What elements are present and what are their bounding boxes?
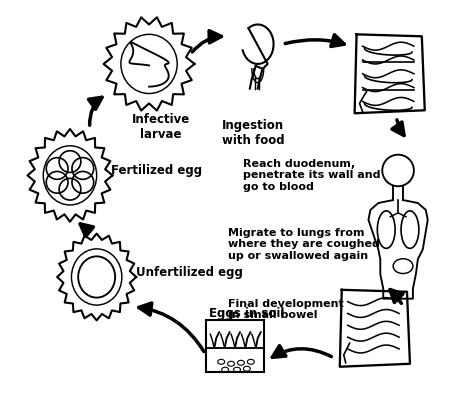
FancyArrowPatch shape <box>139 303 204 352</box>
FancyArrowPatch shape <box>390 289 403 303</box>
Text: Eggs in soil: Eggs in soil <box>209 306 284 319</box>
Text: Final development
in small bowel: Final development in small bowel <box>228 299 344 320</box>
Text: Ingestion
with food: Ingestion with food <box>222 119 285 147</box>
FancyArrowPatch shape <box>80 224 93 236</box>
FancyArrowPatch shape <box>89 97 102 125</box>
FancyArrowPatch shape <box>392 120 404 136</box>
Text: Fertilized egg: Fertilized egg <box>111 164 202 177</box>
FancyArrowPatch shape <box>192 31 221 52</box>
FancyArrowPatch shape <box>285 35 344 46</box>
FancyArrowPatch shape <box>272 346 331 357</box>
Text: Migrate to lungs from
where they are coughed
up or swallowed again: Migrate to lungs from where they are cou… <box>228 228 380 261</box>
Text: Infective
larvae: Infective larvae <box>132 113 190 141</box>
Text: Reach duodenum,
penetrate its wall and
go to blood: Reach duodenum, penetrate its wall and g… <box>243 159 381 192</box>
Text: Unfertilized egg: Unfertilized egg <box>136 265 243 278</box>
Bar <box>206 320 264 372</box>
